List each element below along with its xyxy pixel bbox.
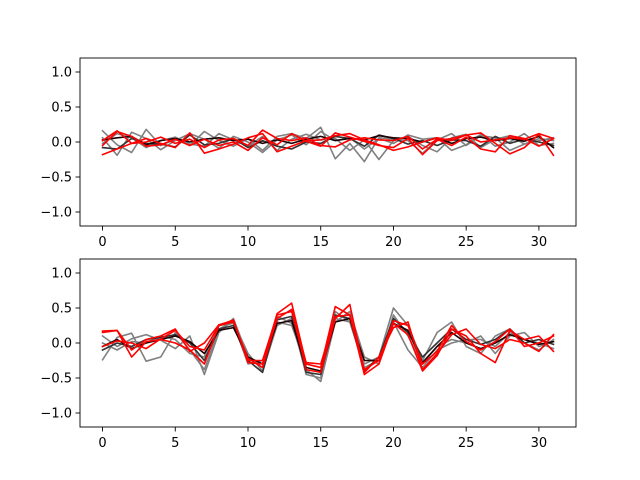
chart-0-x-tick-label-5: 25 [458,235,475,250]
chart-1-x-tick-label-3: 15 [312,436,329,451]
chart-0-series-7-line [101,129,555,153]
chart-0-series-5-line [101,132,555,157]
chart-0: 0 5 10 15 20 25 30 −1.0 −0.5 0.0 0.5 1.0 [40,57,577,250]
chart-1-x-tick-label-1: 5 [171,436,179,451]
chart-0-x-tick-label-1: 5 [171,235,179,250]
chart-1-x-tick-label-5: 25 [458,436,475,451]
chart-0-y-tick-label-2: 0.0 [51,136,72,151]
chart-1-y-tick-label-4: 1.0 [51,267,72,282]
chart-1-series-5-line [101,302,555,376]
charts-group: 0 5 10 15 20 25 30 −1.0 −0.5 0.0 0.5 1.0 0 5 10 15 20 25 3… [40,57,577,451]
chart-0-series-6-line [101,130,555,156]
chart-0-x-tick-label-2: 10 [240,235,257,250]
chart-0-y-tick-label-0: −1.0 [40,206,72,221]
chart-1-series-1-line [101,310,555,383]
chart-0-x-tick-label-4: 20 [385,235,402,250]
chart-1-y-tick-label-0: −1.0 [40,407,72,422]
chart-1-y-tick-label-2: 0.0 [51,337,72,352]
chart-1-y-tick-label-1: −0.5 [40,372,72,387]
chart-0-x-tick-label-6: 30 [531,235,548,250]
chart-0-series-group [101,126,555,163]
chart-1-x-tick-label-6: 30 [531,436,548,451]
chart-1-x-tick-label-4: 20 [385,436,402,451]
chart-0-y-tick-label-1: −0.5 [40,171,72,186]
chart-1-series-7-line [101,310,555,371]
chart-1-x-tick-label-0: 0 [98,436,106,451]
chart-1-x-tick-label-2: 10 [240,436,257,451]
chart-1-series-group [101,302,555,383]
chart-1-y-tick-label-3: 0.5 [51,302,72,317]
chart-0-x-tick-label-0: 0 [98,235,106,250]
chart-0-y-tick-label-4: 1.0 [51,66,72,81]
chart-0-y-tick-label-3: 0.5 [51,101,72,116]
chart-1: 0 5 10 15 20 25 30 −1.0 −0.5 0.0 0.5 1.0 [40,258,577,451]
chart-0-x-tick-label-3: 15 [312,235,329,250]
